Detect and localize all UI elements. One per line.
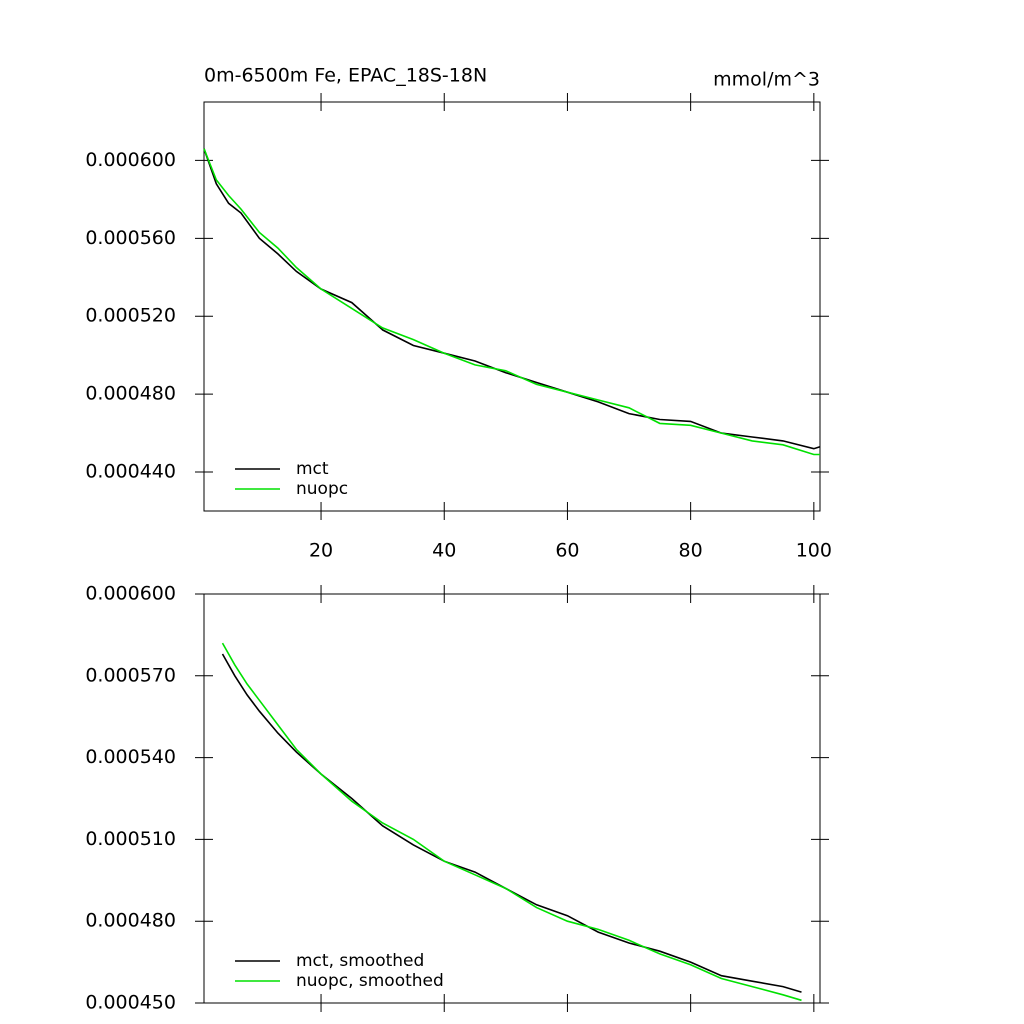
series-line	[221, 642, 802, 1002]
series-line	[221, 653, 802, 993]
x-tick-label: 80	[679, 540, 703, 562]
chart-title: 0m-6500m Fe, EPAC_18S-18N	[204, 65, 487, 87]
y-tick-label: 0.000450	[85, 992, 176, 1014]
plot-frame	[203, 593, 821, 1004]
x-tick-label: 60	[555, 540, 579, 562]
x-tick-label: 100	[796, 540, 832, 562]
x-tick-label: 40	[432, 540, 456, 562]
y-tick-label: 0.000510	[85, 828, 176, 850]
series-line	[203, 148, 821, 450]
legend-label: nuopc, smoothed	[296, 971, 444, 991]
y-tick-label: 0.000440	[85, 461, 176, 483]
units-label: mmol/m^3	[713, 69, 820, 91]
series-line	[203, 148, 820, 456]
y-tick-label: 0.000480	[85, 383, 176, 405]
y-tick-label: 0.000540	[85, 746, 176, 768]
legend-label: nuopc	[296, 479, 348, 499]
y-tick-label: 0.000520	[85, 305, 176, 327]
x-tick-label: 20	[309, 540, 333, 562]
y-tick-label: 0.000570	[85, 664, 176, 686]
y-tick-label: 0.000560	[85, 227, 176, 249]
legend-label: mct	[296, 459, 329, 479]
y-tick-label: 0.000600	[85, 149, 176, 171]
y-tick-label: 0.000480	[85, 910, 176, 932]
legend-label: mct, smoothed	[296, 951, 424, 971]
y-tick-label: 0.000600	[85, 583, 176, 605]
plot-frame	[203, 101, 821, 512]
